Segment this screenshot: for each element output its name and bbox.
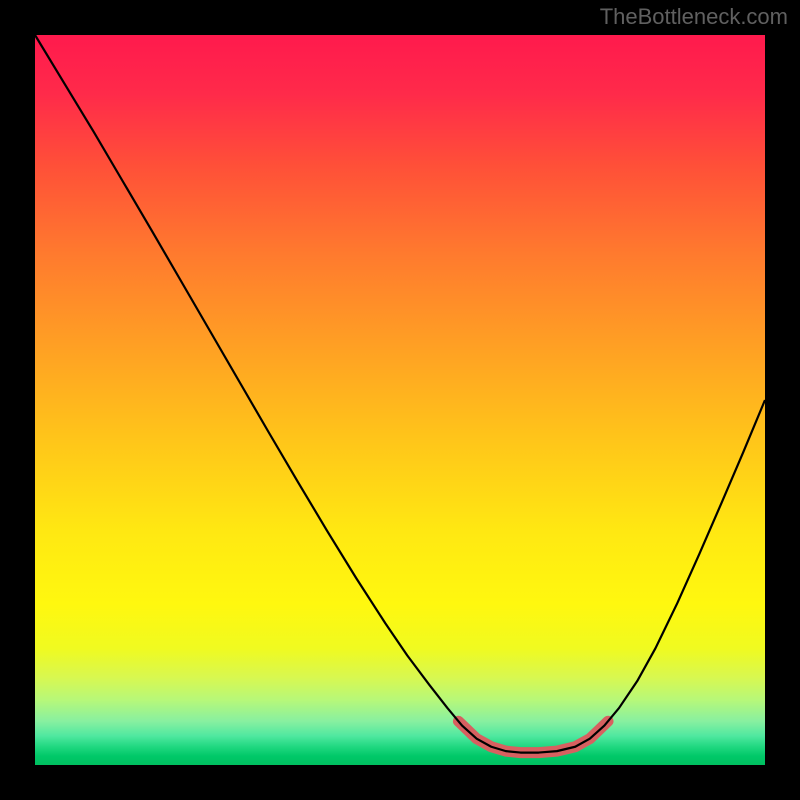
- bottleneck-chart: TheBottleneck.com: [0, 0, 800, 800]
- plot-area: [35, 35, 765, 765]
- attribution-label: TheBottleneck.com: [600, 4, 788, 30]
- chart-svg: [0, 0, 800, 800]
